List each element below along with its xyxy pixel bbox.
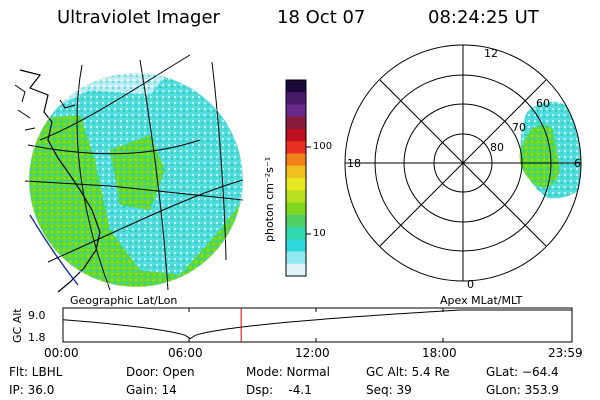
colorbar-unit-label: photon cm⁻²s⁻¹: [263, 156, 276, 242]
colorbar-cell: [286, 165, 306, 179]
glat-readout: GLat: −64.4: [486, 365, 559, 379]
colorbar-cell: [286, 116, 306, 130]
mlt-label-18: 18: [347, 157, 361, 170]
colorbar-cell: [286, 92, 306, 105]
right-panel-caption: Apex MLat/MLT: [440, 294, 523, 307]
colorbar-cell: [286, 80, 306, 93]
app-title: Ultraviolet Imager: [57, 7, 220, 28]
door-readout: Door: Open: [126, 365, 195, 379]
ip-readout: IP: 36.0: [9, 383, 55, 397]
time-tick-0600: 06:00: [168, 346, 203, 360]
observation-time: 08:24:25 UT: [428, 7, 539, 28]
mlt-label-12: 12: [484, 47, 498, 60]
mlat-label-80: 80: [490, 141, 504, 154]
altitude-axis-label: GC Alt: [11, 308, 24, 343]
time-tick-1800: 18:00: [422, 346, 457, 360]
left-panel-caption: Geographic Lat/Lon: [70, 294, 178, 307]
altitude-plot: [62, 307, 573, 343]
colorbar: [285, 79, 311, 277]
observation-date: 18 Oct 07: [277, 7, 366, 28]
time-tick-1200: 12:00: [295, 346, 330, 360]
colorbar-cell: [286, 251, 306, 265]
colorbar-cell: [286, 239, 306, 252]
colorbar-cell: [286, 178, 306, 191]
colorbar-cell: [286, 227, 306, 240]
colorbar-cell: [286, 129, 306, 142]
colorbar-tick-100: 100: [313, 141, 333, 152]
colorbar-cell: [286, 263, 306, 277]
colorbar-cell: [286, 190, 306, 203]
colorbar-tick-10: 10: [313, 228, 326, 239]
colorbar-cell: [286, 202, 306, 216]
colorbar-cell: [286, 141, 306, 154]
gc-alt-readout: GC Alt: 5.4 Re: [366, 365, 450, 379]
mlt-label-6: 6: [574, 157, 581, 170]
mlt-label-0: 0: [467, 278, 474, 291]
glon-readout: GLon: 353.9: [486, 383, 559, 397]
colorbar-cell: [286, 153, 306, 167]
mlat-label-70: 70: [512, 121, 526, 134]
dsp-readout: Dsp: -4.1: [246, 383, 312, 397]
colorbar-cell: [286, 104, 306, 118]
mode-readout: Mode: Normal: [246, 365, 330, 379]
filter-readout: Flt: LBHL: [9, 365, 63, 379]
colorbar-cell: [286, 214, 306, 228]
polar-plot-panel: [344, 44, 582, 282]
seq-readout: Seq: 39: [366, 383, 412, 397]
gain-readout: Gain: 14: [126, 383, 177, 397]
mlat-label-60: 60: [536, 97, 550, 110]
altitude-ytick-min: 1.8: [28, 331, 46, 344]
time-tick-2359: 23:59: [548, 346, 583, 360]
time-tick-0000: 00:00: [44, 346, 79, 360]
altitude-ytick-max: 9.0: [28, 309, 46, 322]
geographic-image-panel: [14, 54, 244, 293]
